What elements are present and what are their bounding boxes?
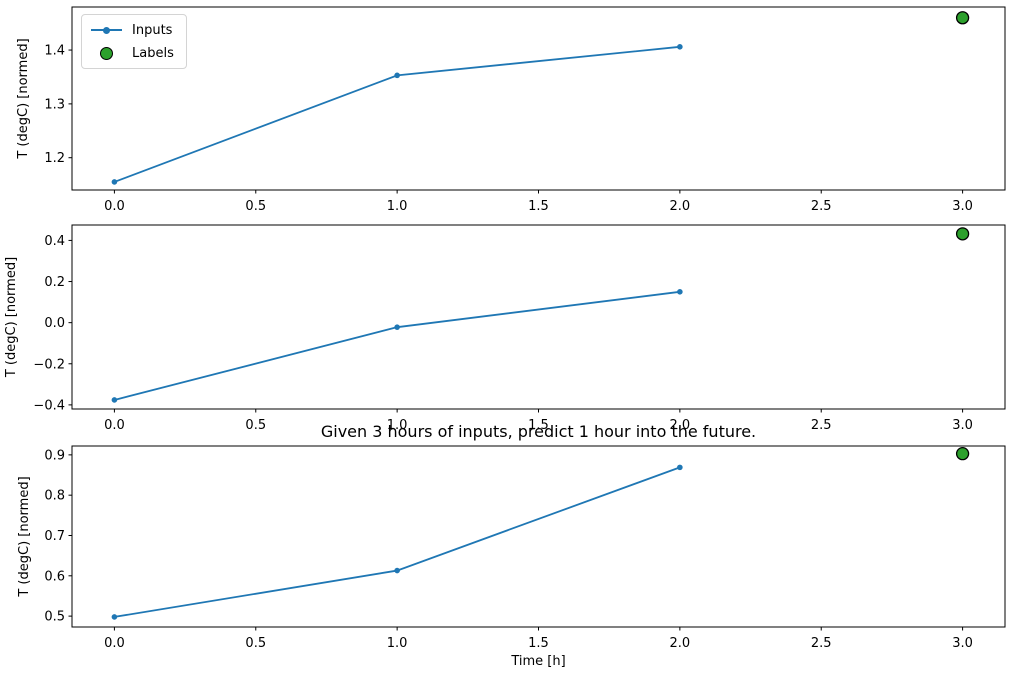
inputs-marker xyxy=(111,179,118,185)
y-tick-label: 0.5 xyxy=(44,610,65,625)
x-tick-label: 3.0 xyxy=(952,418,973,433)
y-tick-label: −0.4 xyxy=(33,398,65,413)
x-tick-label: 1.5 xyxy=(528,199,549,214)
axes-frame xyxy=(71,6,1006,191)
x-tick-label: 0.5 xyxy=(245,199,266,214)
subplot-3: 0.0 0.5 1.0 1.5 2.0 2.5 3.0 0.5 0.6 0.7 0.8 0.9 T (d… xyxy=(17,445,1006,669)
legend: Inputs Labels xyxy=(81,14,187,69)
y-tick-label: 0.9 xyxy=(44,448,65,463)
y-tick-label: 1.3 xyxy=(44,97,65,112)
inputs-line xyxy=(113,466,681,618)
inputs-marker xyxy=(677,44,683,50)
x-tick-label: 2.0 xyxy=(670,199,691,214)
x-tick-label: 0.5 xyxy=(245,418,266,433)
inputs-marker xyxy=(394,324,400,330)
y-tick-label: 0.2 xyxy=(44,275,65,290)
axes-frame xyxy=(71,224,1006,410)
subplot-2: 0.0 0.5 1.0 1.5 2.0 2.5 3.0 −0.4 −0.2 0.0 0.2 0.4 T … xyxy=(4,224,1006,433)
x-tick-label: 0.0 xyxy=(104,199,125,214)
y-tick-label: 0.4 xyxy=(44,234,65,249)
y-tick-label: 0.6 xyxy=(44,569,65,584)
labels-point xyxy=(955,447,970,461)
y-tick-label: 1.2 xyxy=(44,151,65,166)
x-tick-label: 2.5 xyxy=(811,418,832,433)
y-tick-label: 0.8 xyxy=(44,489,65,504)
legend-item-inputs: Inputs xyxy=(91,20,174,40)
x-tick-label: 3.0 xyxy=(952,636,973,651)
x-tick-label: 2.0 xyxy=(670,418,691,433)
x-tick-label: 1.0 xyxy=(387,418,408,433)
y-axis-label: T (degC) [normed] xyxy=(16,38,31,159)
y-axis-label: T (degC) [normed] xyxy=(17,476,32,597)
y-tick-label: 0.7 xyxy=(44,529,65,544)
inputs-marker xyxy=(677,464,683,471)
subplot-1: 0.0 0.5 1.0 1.5 2.0 2.5 3.0 1.2 1.3 1.4 T (degC) [… xyxy=(16,6,1006,214)
x-tick-label: 2.5 xyxy=(811,199,832,214)
x-tick-label: 0.5 xyxy=(245,636,266,651)
labels-point xyxy=(955,227,970,241)
legend-label-inputs: Inputs xyxy=(132,22,173,38)
inputs-marker xyxy=(394,72,400,79)
inputs-line xyxy=(113,45,681,183)
y-tick-label: 0.0 xyxy=(44,316,65,331)
x-tick-label: 0.0 xyxy=(104,636,125,651)
axes-frame xyxy=(71,445,1006,628)
labels-circle-icon xyxy=(91,46,122,60)
x-tick-label: 1.5 xyxy=(528,636,549,651)
inputs-marker xyxy=(111,397,118,403)
x-tick-label: 2.5 xyxy=(811,636,832,651)
x-tick-label: 1.0 xyxy=(387,199,408,214)
x-tick-label: 3.0 xyxy=(952,199,973,214)
y-tick-label: 1.4 xyxy=(44,44,65,59)
x-tick-label: 1.0 xyxy=(387,636,408,651)
x-tick-label: 0.0 xyxy=(104,418,125,433)
inputs-marker xyxy=(111,614,118,620)
x-tick-label: 2.0 xyxy=(670,636,691,651)
legend-item-labels: Labels xyxy=(91,43,174,63)
legend-label-labels: Labels xyxy=(132,45,174,61)
inputs-marker xyxy=(394,567,400,574)
y-tick-label: −0.2 xyxy=(33,357,65,372)
inputs-marker xyxy=(677,289,683,295)
x-tick-label: 1.5 xyxy=(528,418,549,433)
inputs-line-dot-icon xyxy=(91,23,122,37)
y-axis-label: T (degC) [normed] xyxy=(4,257,19,378)
x-axis-label: Time [h] xyxy=(510,654,565,669)
labels-point xyxy=(955,11,970,25)
inputs-line xyxy=(113,290,681,401)
